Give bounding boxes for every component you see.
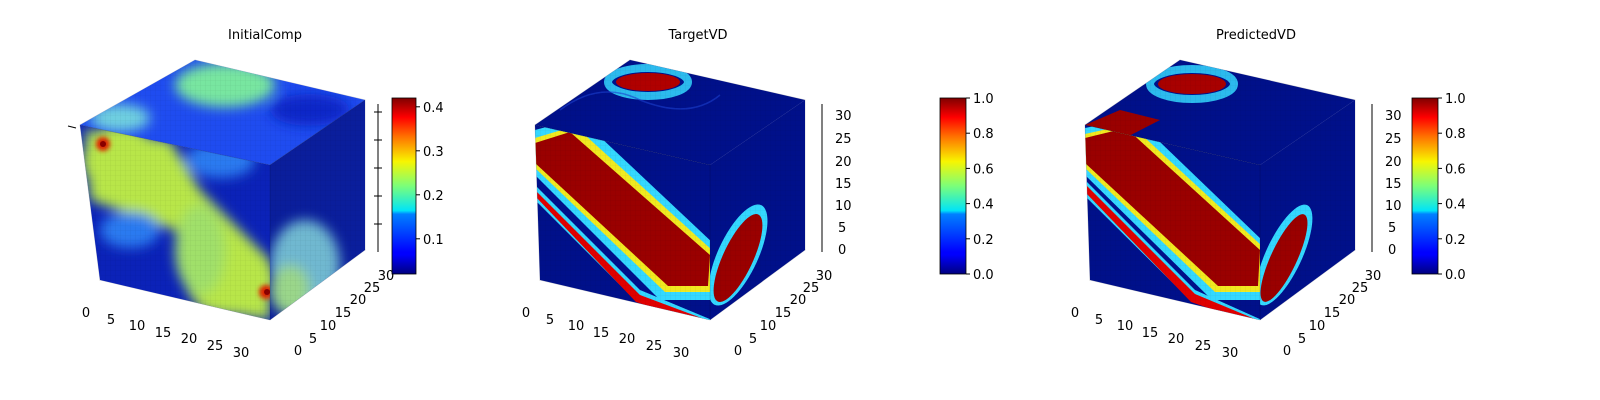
x-tick-label: 10 [568, 319, 585, 334]
y-tick-label: 25 [364, 281, 381, 296]
colorbar-tick-label: 0.8 [973, 127, 994, 142]
y-tick-label: 5 [749, 332, 757, 347]
colorbar-tick-label: 0.0 [1445, 268, 1466, 283]
x-axis: 0 5 10 15 20 25 30 [82, 306, 249, 361]
colorbar-tick-label: 0.4 [423, 101, 444, 116]
x-tick-label: 25 [646, 339, 663, 354]
colorbar: 0.0 0.2 0.4 0.6 0.8 1.0 [939, 92, 994, 283]
y-axis: 0 5 10 15 20 25 30 [294, 269, 394, 359]
panel-title: InitialComp [228, 28, 302, 43]
y-tick-label: 0 [294, 344, 302, 359]
y-tick-label: 5 [1298, 332, 1306, 347]
z-tick-label: 15 [1385, 177, 1402, 192]
y-tick-label: 30 [1365, 269, 1382, 284]
x-tick-label: 30 [673, 346, 690, 361]
z-tick-label: 30 [1385, 109, 1402, 124]
x-tick-label: 0 [1071, 306, 1079, 321]
y-tick-label: 15 [335, 306, 352, 321]
x-tick-label: 30 [1222, 346, 1239, 361]
z-tick-label: 30 [835, 109, 852, 124]
panel-predictedvd: PredictedVD [1071, 28, 1466, 361]
y-tick-label: 5 [309, 332, 317, 347]
colorbar-tick-label: 0.1 [423, 233, 444, 248]
x-tick-label: 25 [207, 339, 224, 354]
x-tick-label: 5 [1095, 313, 1103, 328]
voxel-volume [79, 60, 366, 320]
colorbar-tick-label: 0.8 [1445, 127, 1466, 142]
y-axis: 0 5 10 15 20 25 30 [1283, 269, 1381, 359]
z-tick-label: 5 [838, 221, 846, 236]
x-tick-label: 30 [233, 346, 250, 361]
x-tick-label: 15 [1142, 326, 1159, 341]
x-tick-label: 10 [129, 319, 146, 334]
y-tick-label: 30 [378, 269, 395, 284]
z-tick-label: 25 [835, 132, 852, 147]
y-tick-label: 15 [775, 306, 792, 321]
z-tick-label: 15 [835, 177, 852, 192]
y-tick-label: 10 [1309, 319, 1326, 334]
y-tick-label: 25 [803, 281, 820, 296]
y-tick-label: 0 [1283, 344, 1291, 359]
x-tick-label: 15 [155, 326, 172, 341]
y-tick-label: 10 [760, 319, 777, 334]
y-tick-label: 0 [734, 344, 742, 359]
colorbar-tick-label: 0.2 [1445, 233, 1466, 248]
x-tick-label: 20 [1168, 332, 1185, 347]
colorbar-gradient [939, 97, 967, 275]
y-axis: 0 5 10 15 20 25 30 [734, 269, 832, 359]
x-tick-label: 10 [1117, 319, 1134, 334]
colorbar-tick-label: 0.6 [973, 162, 994, 177]
colorbar-gradient [1411, 97, 1439, 275]
x-tick-label: 5 [546, 313, 554, 328]
colorbar: 0.0 0.2 0.4 0.6 0.8 1.0 [1411, 92, 1466, 283]
z-tick-label: 0 [838, 243, 846, 258]
x-axis: 0 5 10 15 20 25 30 [1071, 306, 1238, 361]
x-tick-label: 25 [1195, 339, 1212, 354]
x-tick-label: 0 [522, 306, 530, 321]
y-tick-label: 20 [790, 293, 807, 308]
y-tick-label: 15 [1324, 306, 1341, 321]
y-tick-label: 20 [350, 293, 367, 308]
colorbar-tick-label: 1.0 [973, 92, 994, 107]
panel-targetvd: TargetVD [522, 28, 994, 361]
voxel-volume [1084, 60, 1355, 320]
colorbar-tick-label: 1.0 [1445, 92, 1466, 107]
x-tick-label: 15 [593, 326, 610, 341]
z-axis: 0 5 10 15 20 25 30 [835, 109, 852, 258]
x-tick-label: 20 [619, 332, 636, 347]
z-tick-label: 20 [1385, 155, 1402, 170]
z-axis: 0 5 10 15 20 25 30 [1385, 109, 1402, 258]
y-tick-label: 30 [816, 269, 833, 284]
z-tick-label: 10 [1385, 199, 1402, 214]
z-tick-label: 5 [1388, 221, 1396, 236]
z-tick-label: 25 [1385, 132, 1402, 147]
z-tick-label: 10 [835, 199, 852, 214]
y-tick-label: 20 [1339, 293, 1356, 308]
panel-initialcomp: InitialComp [67, 28, 444, 361]
x-tick-label: 5 [107, 313, 115, 328]
colorbar-tick-label: 0.3 [423, 145, 444, 160]
z-tick-label: 20 [835, 155, 852, 170]
y-tick-label: 25 [1352, 281, 1369, 296]
voxel-volume [534, 60, 805, 320]
colorbar: 0.1 0.2 0.3 0.4 [391, 97, 444, 275]
colorbar-tick-label: 0.4 [973, 198, 994, 213]
colorbar-tick-label: 0.2 [423, 189, 444, 204]
x-tick-label: 0 [82, 306, 90, 321]
colorbar-tick-label: 0.0 [973, 268, 994, 283]
z-tick-label: 0 [1388, 243, 1396, 258]
colorbar-gradient [391, 97, 417, 275]
x-tick-label: 20 [181, 332, 198, 347]
colorbar-tick-label: 0.4 [1445, 198, 1466, 213]
panel-title: PredictedVD [1216, 28, 1296, 43]
colorbar-tick-label: 0.2 [973, 233, 994, 248]
y-tick-label: 10 [320, 319, 337, 334]
x-axis: 0 5 10 15 20 25 30 [522, 306, 689, 361]
colorbar-tick-label: 0.6 [1445, 162, 1466, 177]
panel-title: TargetVD [667, 28, 727, 43]
